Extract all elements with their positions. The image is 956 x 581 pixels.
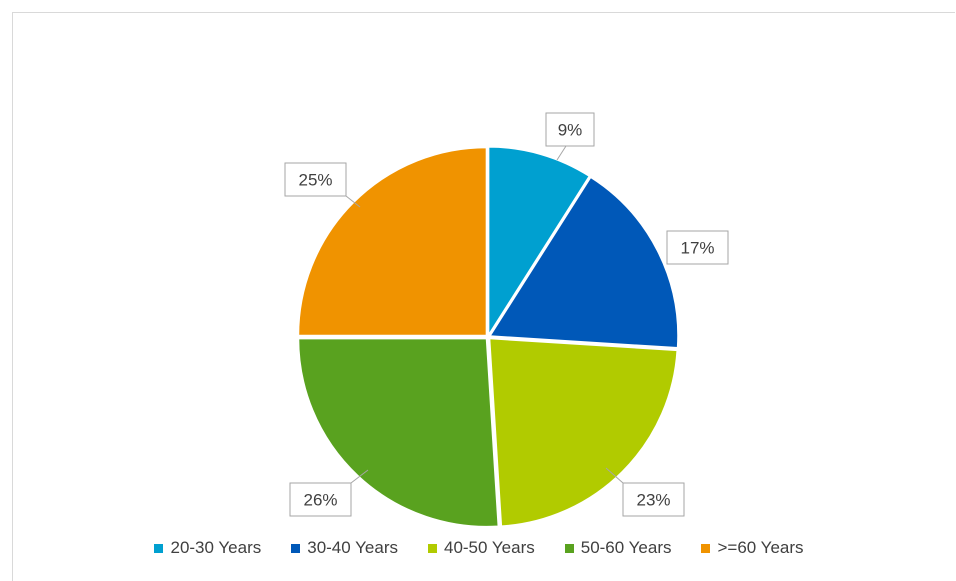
pie-slice-50-60-years [297, 337, 500, 528]
pie-slice-20-30-years [487, 146, 591, 338]
legend-label: 50-60 Years [580, 538, 672, 557]
legend-item: 40-50 Years [427, 538, 535, 558]
data-label-text: 17% [680, 239, 714, 258]
legend-swatch [427, 543, 437, 553]
data-labels: 9% 17% 23% 26% 25% [284, 112, 729, 517]
data-label-box [666, 230, 729, 265]
data-label: 17% [666, 230, 729, 265]
legend-item: >=60 Years [701, 538, 804, 558]
legend-item: 30-40 Years [291, 538, 398, 558]
data-label-box [289, 482, 352, 517]
legend-swatch [564, 543, 574, 553]
leader-lines [345, 145, 624, 484]
data-label-text: 26% [303, 491, 337, 510]
data-label-box [622, 482, 685, 517]
legend-swatch [154, 543, 164, 553]
leader-line [350, 469, 369, 484]
data-label-text: 9% [558, 121, 583, 140]
data-label-box [545, 112, 595, 147]
legend-label: >=60 Years [717, 538, 804, 557]
legend-label: 40-50 Years [443, 538, 535, 557]
pie-slice-40-50-years [488, 337, 678, 527]
leader-line [605, 467, 624, 484]
legend: 20-30 Years 30-40 Years 40-50 Years 50-60 Y… [0, 538, 956, 558]
pie-slices [297, 146, 679, 528]
data-label: 25% [284, 162, 347, 197]
data-label-text: 25% [298, 171, 332, 190]
data-label: 26% [289, 482, 352, 517]
data-label-box [284, 162, 347, 197]
legend-label: 30-40 Years [307, 538, 398, 557]
data-label: 23% [622, 482, 685, 517]
legend-label: 20-30 Years [170, 538, 262, 557]
leader-line [556, 145, 567, 161]
data-label: 9% [545, 112, 595, 147]
leader-line [345, 195, 361, 208]
legend-swatch [701, 543, 711, 553]
legend-item: 20-30 Years [154, 538, 261, 558]
data-label-text: 23% [636, 491, 670, 510]
legend-swatch [291, 543, 301, 553]
pie-slice-30-40-years [488, 176, 679, 349]
legend-item: 50-60 Years [564, 538, 672, 558]
